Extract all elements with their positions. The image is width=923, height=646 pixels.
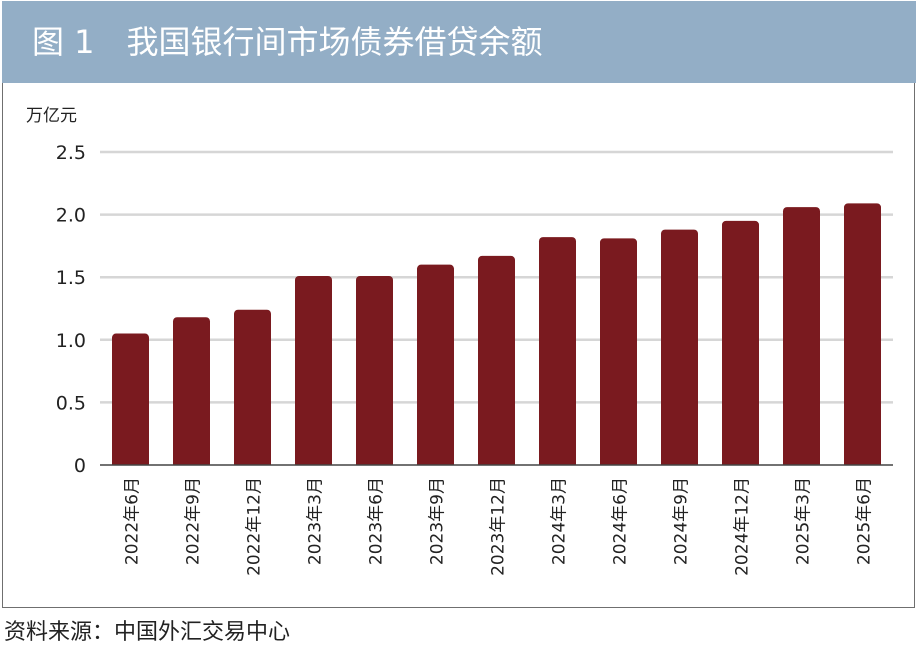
bar-base: [295, 459, 332, 465]
bar-base: [539, 459, 576, 465]
bar-chart: 万亿元 0 0.5 1.0 1.5 2.0 2.5 2022年6月 2022年9月 2022年12…: [26, 106, 893, 576]
x-tick-label: 2022年12月: [245, 477, 265, 576]
y-axis-label: 万亿元: [26, 106, 77, 126]
bar: [112, 333, 149, 465]
x-tick-label: 2022年9月: [184, 477, 204, 565]
y-tick-label: 1.0: [56, 330, 86, 352]
bar: [234, 309, 271, 465]
x-tick-label: 2024年12月: [733, 477, 753, 576]
y-tick-label: 0: [74, 455, 86, 477]
bar: [295, 275, 332, 465]
y-tick-label: 2.5: [56, 142, 86, 164]
bar: [417, 264, 454, 465]
bar-base: [478, 459, 515, 465]
x-tick-label: 2023年9月: [428, 477, 448, 565]
bar-base: [356, 459, 393, 465]
y-tick-label: 0.5: [56, 392, 86, 414]
x-tick-label: 2024年9月: [672, 477, 692, 565]
x-tick-label: 2023年12月: [489, 477, 509, 576]
x-tick-label: 2024年3月: [550, 477, 570, 565]
x-tick-label: 2025年6月: [855, 477, 875, 565]
bar: [600, 238, 637, 465]
bar: [783, 207, 820, 465]
bar-base: [661, 459, 698, 465]
bar: [356, 275, 393, 465]
chart-panel: [2, 83, 915, 608]
x-tick-label: 2025年3月: [794, 477, 814, 565]
x-tick-label: 2023年6月: [367, 477, 387, 565]
x-tick-label: 2024年6月: [611, 477, 631, 565]
bar: [539, 237, 576, 465]
y-tick-label: 2.0: [56, 205, 86, 227]
x-tick-label: 2022年6月: [123, 477, 143, 565]
bar-base: [783, 459, 820, 465]
bar: [661, 229, 698, 465]
source-note: 资料来源：中国外汇交易中心: [4, 620, 291, 645]
bar-base: [417, 459, 454, 465]
bar-base: [173, 459, 210, 465]
bar: [478, 255, 515, 465]
bar-base: [722, 459, 759, 465]
figure-header: 图 1 我国银行间市场债券借贷余额: [2, 1, 916, 83]
bar: [173, 317, 210, 465]
bar: [844, 203, 881, 465]
x-tick-label: 2023年3月: [306, 477, 326, 565]
bar-base: [234, 459, 271, 465]
bar-base: [112, 459, 149, 465]
bar-base: [844, 459, 881, 465]
bar: [722, 220, 759, 465]
y-tick-label: 1.5: [56, 267, 86, 289]
figure-title: 图 1 我国银行间市场债券借贷余额: [32, 23, 543, 61]
bar-base: [600, 459, 637, 465]
